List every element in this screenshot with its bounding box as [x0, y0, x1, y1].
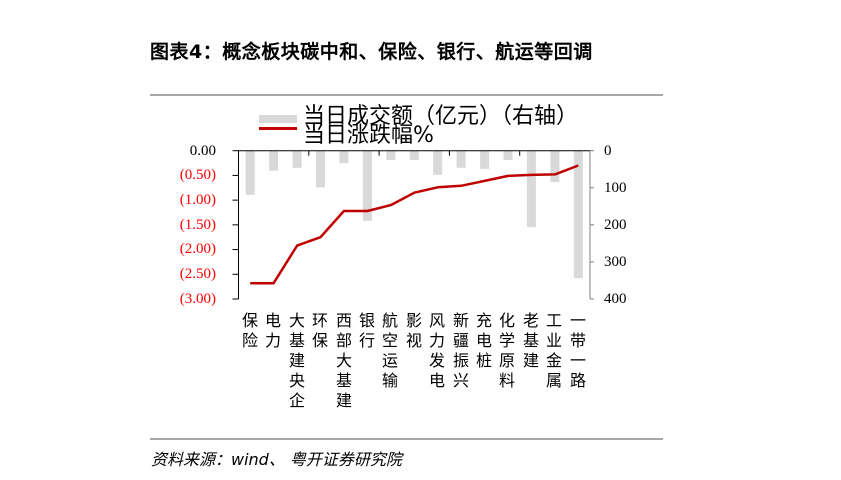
volume-bar — [456, 150, 466, 168]
legend-swatches — [259, 115, 297, 130]
right-axis-tick: 200 — [604, 217, 627, 233]
left-axis-tick: 0.00 — [189, 143, 216, 159]
category-label: 风力发电 — [428, 313, 445, 390]
category-label: 大基建央企 — [288, 313, 305, 410]
volume-bar — [245, 150, 255, 195]
category-label: 充电桩 — [475, 313, 492, 370]
left-axis-tick: (3.00) — [179, 291, 216, 307]
right-axis-tick: 400 — [604, 291, 627, 307]
chart-axes — [232, 150, 594, 300]
category-label: 化学原料 — [498, 313, 515, 390]
right-axis-tick: 300 — [604, 254, 627, 270]
change-line-path — [250, 164, 579, 285]
volume-bar — [503, 150, 513, 160]
legend-bar-swatch — [259, 115, 297, 123]
volume-bar — [550, 150, 560, 183]
category-label: 航空运输 — [381, 313, 398, 390]
volume-bar — [386, 150, 396, 160]
left-axis-tick: (2.50) — [179, 266, 216, 282]
volume-bar — [362, 150, 372, 221]
volume-bar — [339, 150, 349, 164]
legend-label-volume: 当日成交额（亿元）（右轴） — [303, 104, 579, 129]
left-axis-tick: (1.50) — [179, 217, 216, 233]
volume-bar — [573, 150, 583, 279]
volume-bar — [526, 150, 536, 228]
volume-bar — [269, 150, 279, 171]
figure-title: 图表4：概念板块碳中和、保险、银行、航运等回调 — [150, 41, 593, 63]
category-label: 电力 — [264, 313, 281, 350]
volume-bar — [316, 150, 325, 188]
left-axis-tick: (1.00) — [179, 192, 216, 208]
category-label: 西部大基建 — [335, 313, 352, 410]
source-note: 资料来源：wind、 粤开证券研究院 — [151, 450, 402, 469]
top-divider — [150, 94, 663, 96]
category-label: 保险 — [241, 313, 258, 350]
change-line — [250, 164, 579, 285]
bottom-divider — [150, 438, 663, 440]
category-label: 一带一路 — [569, 313, 586, 390]
category-label: 影视 — [405, 313, 422, 350]
volume-bar — [409, 150, 419, 160]
left-axis-tick: (0.50) — [179, 167, 216, 183]
right-axis-tick: 0 — [604, 143, 612, 159]
category-label: 银行 — [358, 313, 375, 350]
left-axis-tick: (2.00) — [179, 241, 216, 257]
volume-bar — [433, 150, 443, 175]
category-label: 新疆振兴 — [452, 313, 469, 390]
right-axis-tick: 100 — [604, 180, 627, 196]
category-label: 工业金属 — [545, 313, 562, 390]
legend-label-change: 当日涨跌幅% — [303, 123, 434, 148]
category-label: 环保 — [311, 313, 328, 350]
volume-bar — [480, 150, 490, 169]
category-label: 老基建 — [522, 313, 539, 370]
volume-bars — [245, 150, 583, 279]
volume-bar — [292, 150, 302, 168]
